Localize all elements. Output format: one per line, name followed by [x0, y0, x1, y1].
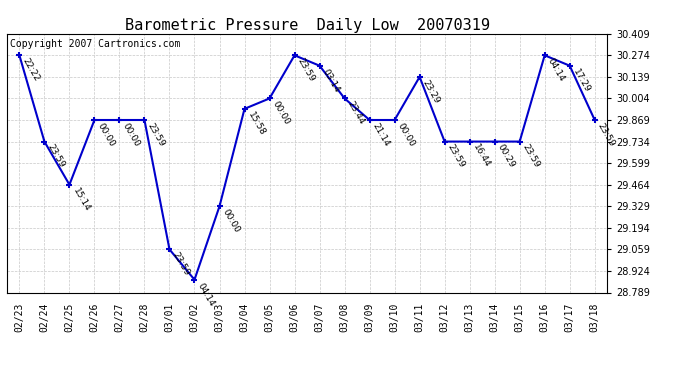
Text: 15:14: 15:14: [71, 186, 92, 213]
Text: 04:14: 04:14: [546, 57, 566, 83]
Text: 17:29: 17:29: [571, 67, 592, 94]
Text: 00:00: 00:00: [221, 208, 242, 234]
Text: 23:59: 23:59: [596, 122, 617, 148]
Text: 15:58: 15:58: [246, 110, 266, 137]
Text: 04:14: 04:14: [196, 281, 217, 308]
Text: 23:59: 23:59: [296, 57, 317, 84]
Text: 00:00: 00:00: [396, 122, 417, 148]
Title: Barometric Pressure  Daily Low  20070319: Barometric Pressure Daily Low 20070319: [125, 18, 489, 33]
Text: 23:29: 23:29: [421, 78, 442, 105]
Text: 22:22: 22:22: [21, 57, 41, 83]
Text: 23:59: 23:59: [446, 143, 466, 170]
Text: 00:00: 00:00: [271, 100, 292, 127]
Text: 23:44: 23:44: [346, 100, 366, 126]
Text: 23:59: 23:59: [46, 143, 66, 170]
Text: 23:59: 23:59: [521, 143, 542, 170]
Text: 23:59: 23:59: [171, 251, 192, 278]
Text: 21:14: 21:14: [371, 122, 392, 148]
Text: 16:44: 16:44: [471, 143, 492, 170]
Text: 03:14: 03:14: [321, 67, 342, 94]
Text: 00:00: 00:00: [121, 122, 141, 148]
Text: 23:59: 23:59: [146, 122, 166, 148]
Text: 00:29: 00:29: [496, 143, 517, 170]
Text: 00:00: 00:00: [96, 122, 117, 148]
Text: Copyright 2007 Cartronics.com: Copyright 2007 Cartronics.com: [10, 39, 180, 49]
